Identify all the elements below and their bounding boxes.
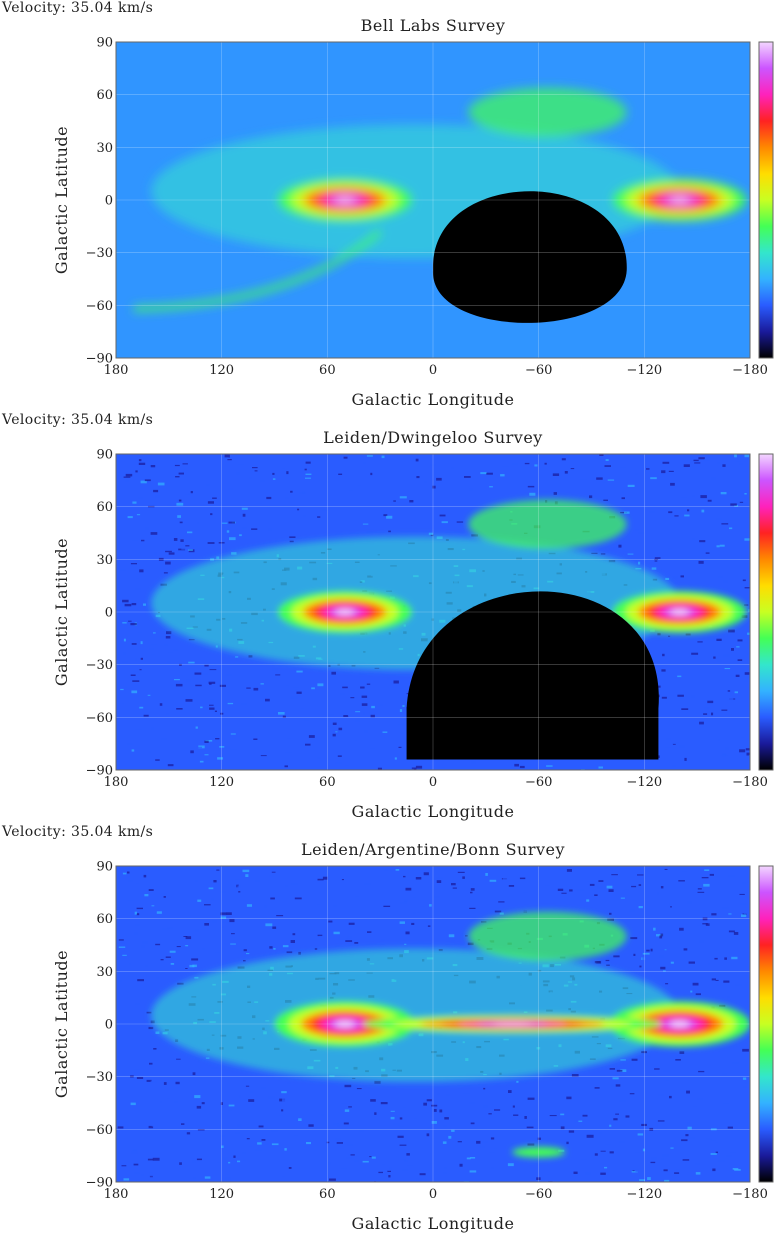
heatmap-image — [116, 866, 750, 1182]
y-tick-label: −60 — [86, 711, 113, 726]
x-tick-label: 180 — [104, 775, 129, 790]
chart-title: Leiden/Argentine/Bonn Survey — [300, 840, 566, 859]
y-tick-label: −30 — [86, 1070, 113, 1085]
x-tick-label: −120 — [626, 363, 662, 378]
chart-title: Leiden/Dwingeloo Survey — [323, 428, 543, 447]
velocity-label: Velocity: 35.04 km/s — [2, 412, 154, 428]
x-tick-label: −120 — [626, 1187, 662, 1202]
x-tick-label: 120 — [209, 363, 234, 378]
chart-svg: 180 120 60 0 −60 −120 −180 90 60 30 0 −30 −60 −90 Gala… — [52, 860, 774, 1233]
y-tick-label: −60 — [86, 299, 113, 314]
colorbar — [758, 453, 774, 771]
x-axis-label: Galactic Longitude — [352, 1214, 515, 1233]
y-tick-label: −90 — [86, 764, 113, 779]
colorbar — [758, 865, 774, 1183]
y-axis-label: Galactic Latitude — [52, 538, 71, 686]
colorbar — [758, 41, 774, 359]
x-tick-label: 180 — [104, 1187, 129, 1202]
x-tick-label: −60 — [525, 775, 552, 790]
grid — [116, 866, 750, 1182]
y-axis-label: Galactic Latitude — [52, 126, 71, 274]
velocity-label: Velocity: 35.04 km/s — [2, 824, 154, 840]
x-axis-label: Galactic Longitude — [352, 802, 515, 821]
y-tick-label: 30 — [96, 141, 113, 156]
unobserved-region — [406, 591, 659, 760]
x-tick-label: 60 — [319, 363, 336, 378]
x-tick-label: −180 — [732, 775, 768, 790]
y-tick-label: 90 — [96, 860, 113, 875]
survey-panel-bell-labs: Velocity: 35.04 km/s Bell Labs Survey 18… — [0, 0, 777, 410]
x-axis-label: Galactic Longitude — [352, 390, 515, 409]
grid — [116, 454, 750, 770]
x-tick-label: 120 — [209, 775, 234, 790]
survey-panel-leiden-dwingeloo: Velocity: 35.04 km/s Leiden/Dwingeloo Su… — [0, 412, 777, 822]
x-tick-label: 180 — [104, 363, 129, 378]
y-tick-label: −30 — [86, 658, 113, 673]
y-axis-label: Galactic Latitude — [52, 950, 71, 1098]
unobserved-region — [432, 191, 627, 323]
chart-svg: 180 120 60 0 −60 −120 −180 90 60 30 0 −30 −60 −90 Gala… — [52, 448, 774, 821]
y-tick-label: 0 — [105, 1018, 113, 1033]
y-tick-label: 90 — [96, 448, 113, 463]
grid — [116, 42, 750, 358]
x-tick-label: −60 — [525, 1187, 552, 1202]
y-tick-label: 30 — [96, 965, 113, 980]
x-tick-label: −120 — [626, 775, 662, 790]
y-tick-label: 0 — [105, 194, 113, 209]
y-tick-label: 60 — [96, 912, 113, 927]
y-tick-label: −90 — [86, 352, 113, 367]
y-tick-label: −90 — [86, 1176, 113, 1191]
x-tick-label: 120 — [209, 1187, 234, 1202]
x-tick-label: 0 — [429, 775, 437, 790]
y-tick-label: −30 — [86, 246, 113, 261]
chart-svg: 180 120 60 0 −60 −120 −180 90 60 30 0 −30 −60 −90 Gala… — [52, 36, 774, 409]
y-tick-label: 90 — [96, 36, 113, 51]
x-tick-label: −180 — [732, 363, 768, 378]
x-tick-label: 60 — [319, 1187, 336, 1202]
x-tick-label: 60 — [319, 775, 336, 790]
x-tick-label: −180 — [732, 1187, 768, 1202]
x-tick-label: 0 — [429, 1187, 437, 1202]
heatmap-image — [116, 42, 750, 358]
chart-title: Bell Labs Survey — [360, 16, 506, 35]
velocity-label: Velocity: 35.04 km/s — [2, 0, 154, 16]
y-tick-label: −60 — [86, 1123, 113, 1138]
heatmap-image — [116, 454, 750, 770]
y-tick-label: 30 — [96, 553, 113, 568]
y-tick-label: 60 — [96, 500, 113, 515]
x-tick-label: −60 — [525, 363, 552, 378]
x-tick-label: 0 — [429, 363, 437, 378]
y-tick-label: 0 — [105, 606, 113, 621]
survey-panel-leiden-argentine-bonn: Velocity: 35.04 km/s Leiden/Argentine/Bo… — [0, 824, 777, 1234]
y-tick-label: 60 — [96, 88, 113, 103]
